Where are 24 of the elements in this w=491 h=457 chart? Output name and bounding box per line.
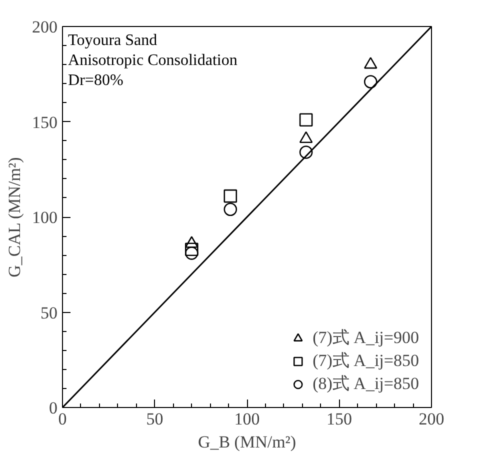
y-tick-label: 100 [32,208,58,227]
legend-label: (8)式 A_ij=850 [312,373,419,395]
point [224,189,238,203]
y-axis-title: G_CAL (MN/m²) [5,157,24,278]
x-axis-title: G_B (MN/m²) [198,432,296,452]
annotation: Dr=80% [68,72,124,90]
point [299,146,313,159]
legend-label: (7)式 A_ij=900 [312,327,419,349]
x-tick-label: 150 [326,410,352,428]
point [364,57,378,69]
y-tick-label: 150 [32,112,58,132]
point [299,131,313,144]
y-tick-label: 50 [40,303,58,322]
x-tick-label: 200 [418,410,444,428]
x-tick-label: 100 [234,410,260,428]
annotation: Anisotropic Consolidation [68,52,238,70]
y-tick-label: 200 [32,18,58,36]
annotation: Toyoura Sand [68,32,158,50]
x-tick-label: 50 [146,410,164,428]
point [364,75,378,88]
point [224,202,238,216]
point [299,113,313,126]
legend-label: (7)式 A_ij=850 [312,350,419,372]
point [185,242,198,256]
